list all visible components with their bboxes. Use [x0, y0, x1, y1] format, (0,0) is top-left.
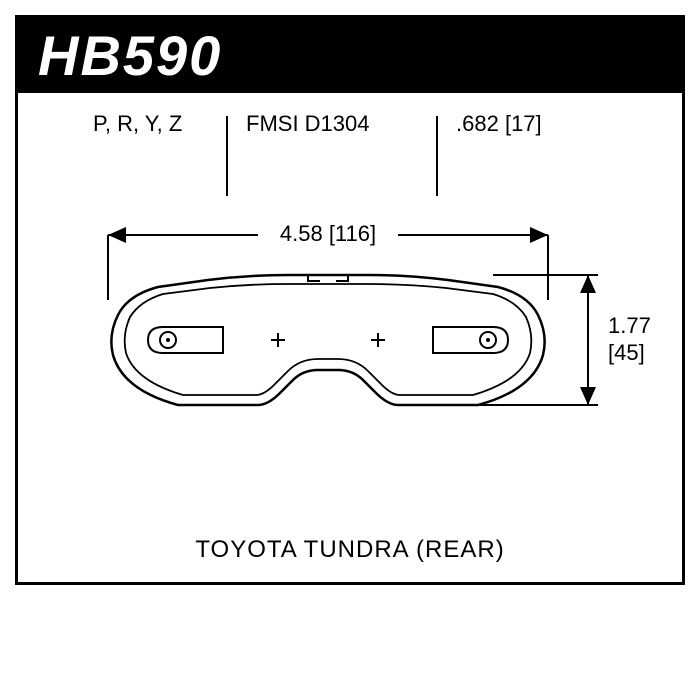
height-in: 1.77	[608, 313, 651, 338]
thickness-in: .682	[456, 111, 499, 136]
svg-text:4.58 [11: 4.58 [116]	[280, 221, 376, 246]
fmsi-text: FMSI D1304	[246, 111, 370, 136]
info-thickness-cell: .682 [17]	[438, 111, 618, 165]
info-row: P, R, Y, Z FMSI D1304 .682 [17]	[18, 93, 682, 165]
header-band: HB590	[18, 18, 682, 93]
thickness-mm: [17]	[505, 111, 542, 136]
height-mm: [45]	[608, 340, 645, 365]
width-dimension: 4.58 [116]	[108, 219, 548, 300]
info-fmsi-cell: FMSI D1304	[228, 111, 438, 165]
width-in: 4.58	[280, 221, 323, 246]
compounds-text: P, R, Y, Z	[93, 111, 182, 136]
diagram-frame: HB590 P, R, Y, Z FMSI D1304 .682 [17]	[15, 15, 685, 585]
info-compounds-cell: P, R, Y, Z	[48, 111, 228, 165]
diagram-area: 4.58 [116]	[18, 165, 682, 515]
part-number: HB590	[38, 23, 222, 88]
vehicle-label: TOYOTA TUNDRA (REAR)	[18, 536, 682, 564]
brake-pad-shape	[111, 275, 544, 405]
width-mm: [116]	[329, 221, 376, 246]
brake-pad-diagram: 4.58 [116]	[58, 185, 658, 515]
